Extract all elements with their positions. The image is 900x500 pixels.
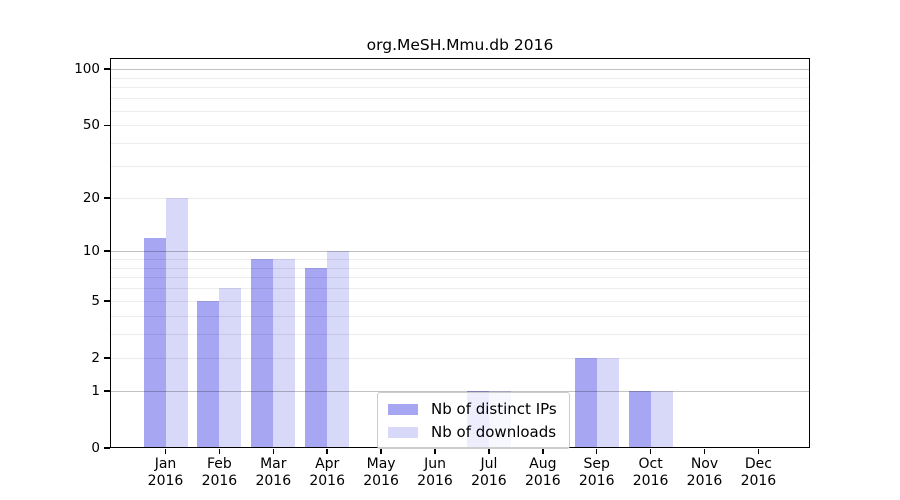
x-tick-mark	[326, 449, 328, 454]
x-tick-mark	[703, 449, 706, 454]
x-tick-label: Sep 2016	[578, 456, 615, 489]
x-tick-label: Oct 2016	[632, 456, 669, 489]
y-tick-mark	[104, 300, 110, 302]
x-tick-mark	[434, 449, 436, 454]
legend-label-distinct-ips: Nb of distinct IPs	[431, 400, 557, 418]
x-tick-label: Jan 2016	[147, 456, 184, 489]
x-tick-mark	[164, 449, 167, 454]
x-tick-label: Nov 2016	[686, 456, 723, 489]
x-tick-mark	[649, 449, 652, 454]
x-tick-mark	[380, 449, 382, 454]
x-tick-label: Dec 2016	[740, 456, 777, 489]
y-tick-label: 10	[82, 243, 100, 260]
y-tick-label: 5	[91, 292, 100, 309]
x-tick-label: May 2016	[363, 456, 399, 489]
axes-frame	[110, 58, 810, 448]
y-tick-mark	[104, 124, 110, 127]
y-tick-label: 20	[82, 190, 100, 207]
x-tick-mark	[595, 449, 598, 454]
legend-item-downloads: Nb of downloads	[388, 423, 557, 441]
legend-swatch-downloads	[388, 426, 418, 438]
x-tick-mark	[542, 449, 544, 454]
plot-area: Nb of distinct IPs Nb of downloads	[110, 58, 810, 449]
chart-title: org.MeSH.Mmu.db 2016	[366, 36, 554, 54]
y-tick-mark	[104, 197, 110, 199]
x-tick-mark	[272, 449, 275, 454]
y-tick-mark	[104, 447, 110, 449]
x-tick-label: Aug 2016	[524, 456, 561, 489]
legend-item-distinct-ips: Nb of distinct IPs	[388, 400, 557, 418]
y-tick-mark	[104, 250, 110, 252]
y-tick-label: 100	[74, 61, 100, 78]
y-tick-mark	[104, 390, 110, 392]
x-tick-label: Mar 2016	[255, 456, 292, 489]
legend-label-downloads: Nb of downloads	[431, 423, 557, 441]
y-tick-mark	[104, 68, 110, 70]
y-tick-label: 0	[91, 440, 100, 456]
x-tick-label: Feb 2016	[201, 456, 238, 489]
x-tick-mark	[488, 449, 490, 454]
x-tick-label: Apr 2016	[309, 456, 345, 489]
x-tick-label: Jul 2016	[471, 456, 507, 489]
x-tick-mark	[218, 449, 221, 454]
x-tick-label: Jun 2016	[417, 456, 453, 489]
y-tick-label: 1	[91, 383, 100, 400]
y-tick-mark	[104, 357, 110, 359]
y-tick-label: 2	[91, 349, 100, 366]
legend: Nb of distinct IPs Nb of downloads	[377, 392, 570, 449]
x-tick-mark	[757, 449, 760, 454]
y-tick-label: 50	[82, 117, 100, 134]
legend-swatch-distinct-ips	[388, 403, 418, 415]
